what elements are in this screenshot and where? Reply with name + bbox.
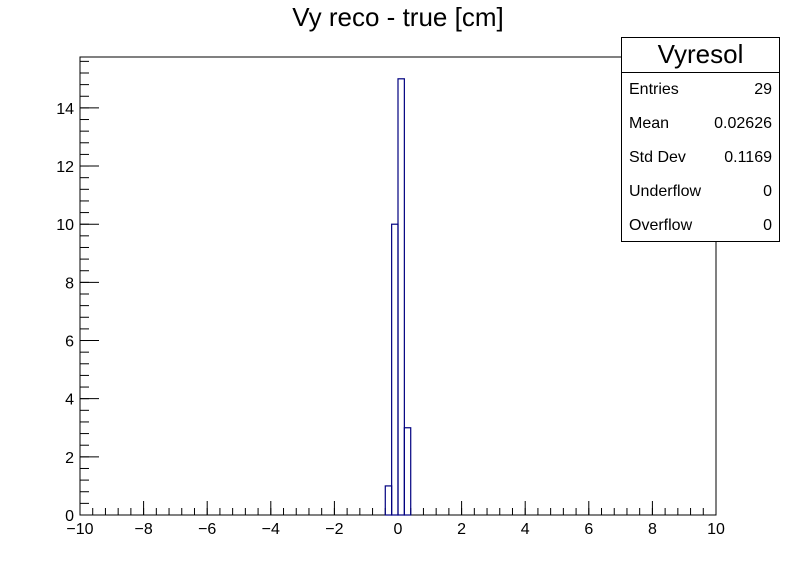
- stats-value: 0.02626: [714, 115, 772, 132]
- y-tick-label: 12: [56, 159, 74, 176]
- histogram-bin: [397, 78, 405, 516]
- stats-value: 29: [754, 81, 772, 98]
- y-tick-label: 0: [65, 508, 74, 525]
- x-tick-label: 10: [707, 521, 725, 538]
- histogram-bin: [403, 427, 412, 516]
- stats-value: 0.1169: [724, 149, 772, 166]
- y-tick-label: 14: [56, 101, 74, 118]
- y-tick-label: 4: [65, 392, 74, 409]
- stats-box: Vyresol Entries 29 Mean 0.02626 Std Dev …: [621, 37, 780, 242]
- x-tick-label: −8: [134, 521, 152, 538]
- y-tick-label: 8: [65, 275, 74, 292]
- histogram-bin: [384, 485, 393, 516]
- stats-row-mean: Mean 0.02626: [622, 107, 779, 141]
- stats-value: 0: [763, 183, 772, 200]
- histogram-bin: [391, 223, 399, 516]
- chart-title: Vy reco - true [cm]: [292, 2, 504, 32]
- stats-row-entries: Entries 29: [622, 73, 779, 107]
- x-tick-label: 8: [648, 521, 657, 538]
- stats-label: Entries: [629, 81, 679, 98]
- x-tick-label: 2: [457, 521, 466, 538]
- y-tick-label: 6: [65, 334, 74, 351]
- stats-label: Std Dev: [629, 149, 686, 166]
- stats-title: Vyresol: [622, 38, 779, 73]
- stats-label: Mean: [629, 115, 670, 132]
- x-tick-label: 0: [394, 521, 403, 538]
- stats-row-overflow: Overflow 0: [622, 209, 779, 243]
- x-tick-label: −6: [198, 521, 216, 538]
- x-tick-label: −4: [262, 521, 280, 538]
- stats-label: Overflow: [629, 217, 693, 234]
- x-tick-label: −2: [325, 521, 343, 538]
- stats-value: 0: [763, 217, 772, 234]
- x-tick-label: −10: [66, 521, 93, 538]
- y-tick-label: 10: [56, 217, 74, 234]
- x-tick-label: 6: [584, 521, 593, 538]
- y-tick-label: 2: [65, 450, 74, 467]
- stats-row-stddev: Std Dev 0.1169: [622, 141, 779, 175]
- stats-row-underflow: Underflow 0: [622, 175, 779, 209]
- x-tick-label: 4: [521, 521, 530, 538]
- stats-label: Underflow: [629, 183, 702, 200]
